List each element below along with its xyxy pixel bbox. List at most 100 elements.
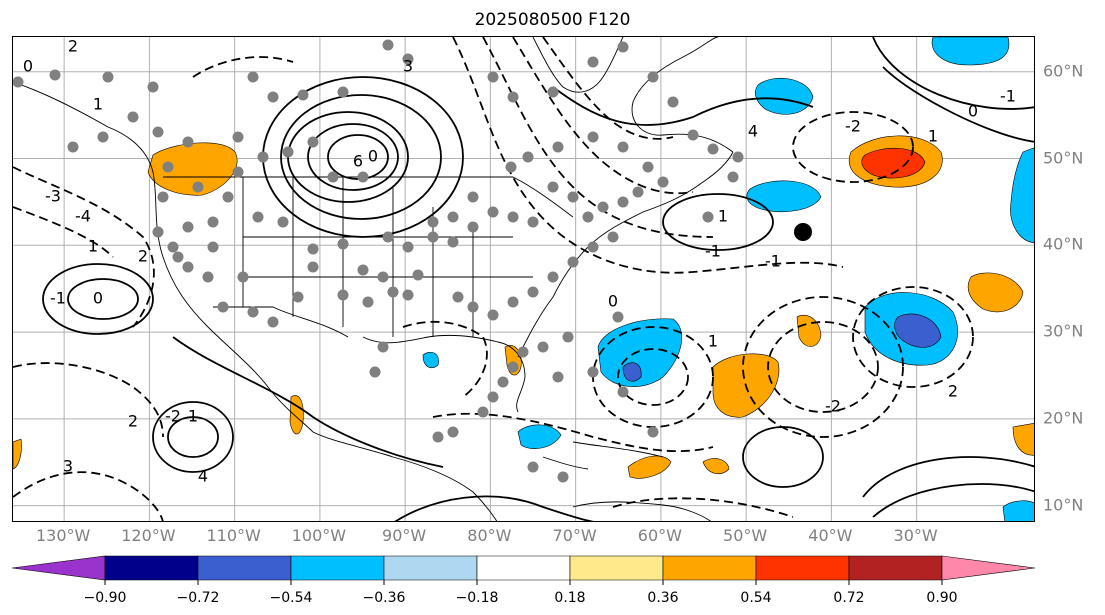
station-dot <box>632 186 644 198</box>
station-dot <box>505 161 517 173</box>
station-dot <box>182 221 194 233</box>
station-dot <box>307 243 319 255</box>
station-dot <box>432 431 444 443</box>
contour-label: 0 <box>23 57 33 76</box>
contour-label: -3 <box>45 187 61 206</box>
station-dot <box>427 231 439 243</box>
station-dot <box>447 236 459 248</box>
contour-label: -1 <box>1000 87 1016 106</box>
contour-label: 4 <box>198 467 208 486</box>
contour-label: -1 <box>50 289 66 308</box>
station-dot <box>427 216 439 228</box>
station-dot <box>647 71 659 83</box>
station-dot <box>387 286 399 298</box>
contour-high-center-2 <box>307 123 399 191</box>
contour-label: 0 <box>968 102 978 121</box>
black-dot-marker <box>794 223 812 241</box>
colorbar-segment <box>104 555 199 581</box>
contour-north-low <box>192 56 294 78</box>
station-dot <box>202 271 214 283</box>
contour-high-center-4 <box>280 94 442 220</box>
contour-pac-high-1 <box>152 401 234 473</box>
colorbar-segment <box>11 555 106 581</box>
longitude-label: 130°W <box>35 526 91 545</box>
colorbar-segment <box>290 555 385 581</box>
contour-se <box>394 495 594 521</box>
longitude-label: 30°W <box>893 526 938 545</box>
contour-label: 1 <box>93 95 103 114</box>
station-dot <box>537 341 549 353</box>
station-dot <box>292 291 304 303</box>
station-dot <box>527 216 539 228</box>
coast-pacific-nw <box>13 81 314 433</box>
station-dot <box>67 141 79 153</box>
longitude-label: 60°W <box>637 526 682 545</box>
station-dot <box>547 271 559 283</box>
station-dot <box>487 206 499 218</box>
anomaly-orange-mid2 <box>796 314 822 347</box>
station-dot <box>617 386 629 398</box>
contour-gulf-low <box>402 320 488 398</box>
station-dot <box>667 96 679 108</box>
coast-gulf <box>362 334 526 413</box>
station-dot <box>732 151 744 163</box>
station-dot <box>357 171 369 183</box>
station-dot <box>217 301 229 313</box>
station-dot <box>277 216 289 228</box>
station-dot <box>547 181 559 193</box>
station-dot <box>552 371 564 383</box>
contour-label: 1 <box>88 237 98 256</box>
contour-pac-high-2 <box>167 416 219 458</box>
station-dot <box>369 366 381 378</box>
station-dot <box>522 151 534 163</box>
border-us-mexico <box>213 306 349 338</box>
anomaly-blue-gulf <box>422 352 439 368</box>
station-dot <box>447 426 459 438</box>
latitude-label: 40°N <box>1043 234 1084 254</box>
station-dot <box>182 136 194 148</box>
contour-atl-low-2 <box>767 321 879 413</box>
station-dot <box>252 211 264 223</box>
contour-ne-high <box>872 37 1034 143</box>
longitude-label: 110°W <box>206 526 261 545</box>
station-dot <box>587 241 599 253</box>
station-dot <box>152 226 164 238</box>
coast-canada-east <box>631 37 734 153</box>
station-dot <box>172 251 184 263</box>
anomaly-orange-east2 <box>1012 423 1034 456</box>
station-dot <box>467 221 479 233</box>
contour-label: 1 <box>718 207 728 226</box>
station-dot <box>477 406 489 418</box>
station-dot <box>617 41 629 53</box>
station-dot <box>282 146 294 158</box>
station-dot <box>507 211 519 223</box>
station-dot <box>232 131 244 143</box>
contour-ne-low <box>792 111 914 183</box>
station-dot <box>327 171 339 183</box>
station-dot <box>357 264 369 276</box>
station-dot <box>13 76 24 88</box>
anomaly-blue-atl2 <box>746 180 822 212</box>
station-dot <box>167 241 179 253</box>
station-dot <box>337 289 349 301</box>
colorbar-tick-label: 0.54 <box>740 590 772 606</box>
latitude-label: 10°N <box>1043 495 1084 515</box>
station-dot <box>507 361 519 373</box>
contour-zero-2 <box>552 86 814 126</box>
station-dot <box>402 289 414 301</box>
station-dot <box>487 71 499 83</box>
border-us-canada <box>163 176 574 218</box>
station-dot <box>547 86 559 98</box>
station-dot <box>182 261 194 273</box>
station-dot <box>557 471 569 483</box>
colorbar-segment <box>383 555 478 581</box>
station-dot <box>49 69 61 81</box>
colorbar-tick-label: −0.36 <box>362 590 406 606</box>
graticule <box>13 37 1034 521</box>
contour-sw-high-1 <box>42 263 154 335</box>
station-dot <box>727 171 739 183</box>
colorbar-swatches <box>11 555 1036 585</box>
colorbar-segment <box>197 555 292 581</box>
station-dot <box>517 346 529 358</box>
anomaly-orange-east <box>967 272 1024 313</box>
